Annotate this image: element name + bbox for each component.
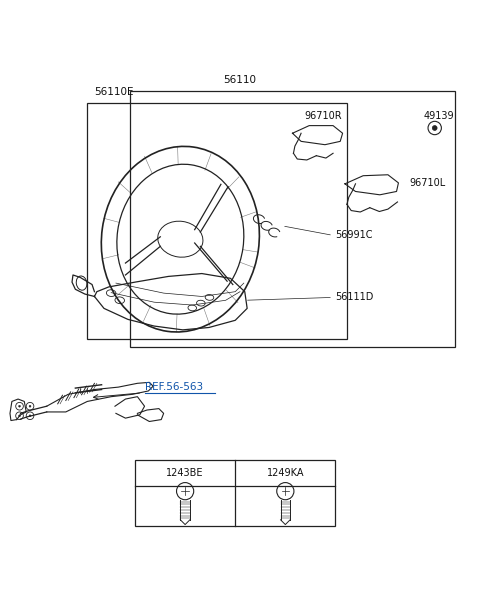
Circle shape (19, 415, 21, 417)
Bar (87, 103, 348, 340)
Bar (130, 91, 455, 346)
Text: 96710R: 96710R (304, 111, 342, 121)
Text: 96710L: 96710L (409, 178, 445, 188)
Text: 1249KA: 1249KA (266, 468, 304, 478)
Circle shape (29, 415, 31, 417)
Circle shape (19, 405, 21, 407)
Text: 56991C: 56991C (336, 230, 373, 241)
Text: 1243BE: 1243BE (167, 468, 204, 478)
Text: 56111D: 56111D (336, 293, 374, 302)
Text: 56110: 56110 (224, 75, 256, 85)
Circle shape (432, 125, 437, 130)
Circle shape (29, 405, 31, 407)
Text: 56110E: 56110E (95, 88, 134, 97)
Text: 49139: 49139 (424, 111, 455, 121)
Text: REF.56-563: REF.56-563 (144, 382, 203, 392)
Bar (135, 460, 336, 526)
